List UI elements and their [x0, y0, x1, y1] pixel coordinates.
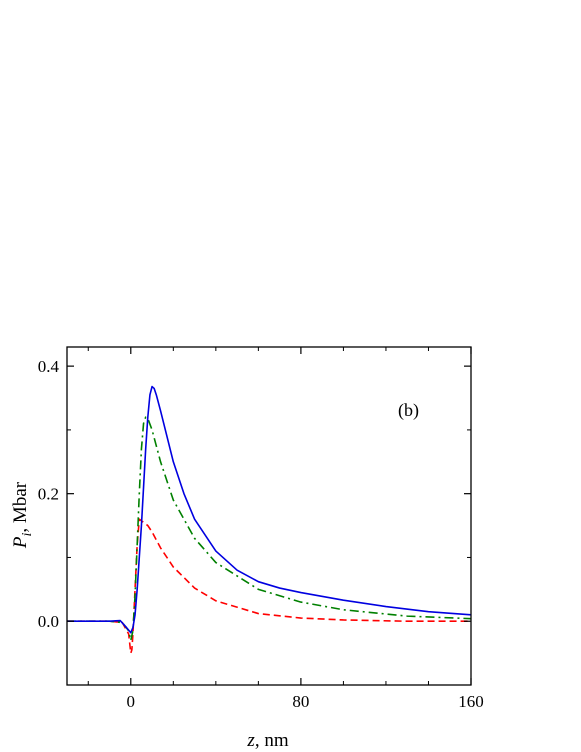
x-axis-var: z [246, 730, 255, 751]
panel-label: (b) [398, 400, 419, 421]
series-layer [67, 385, 472, 654]
y-axis-title: Pi, Mbar [10, 481, 35, 549]
y-axis-sub: i [20, 532, 35, 536]
x-axis-title: z, nm [246, 730, 288, 751]
x-tick-label: 0 [127, 692, 136, 711]
series-line-0 [67, 518, 471, 654]
y-tick-label: 0.0 [38, 612, 59, 631]
y-axis-unit: , Mbar [10, 481, 31, 532]
y-tick-label: 0.4 [38, 357, 60, 376]
series-line-2 [67, 385, 472, 634]
tick-layer: 0 80 160 0.0 0.2 0.4 [38, 347, 484, 711]
x-axis-unit: , nm [255, 730, 289, 751]
series-line-1 [67, 416, 472, 642]
y-tick-label: 0.2 [38, 485, 59, 504]
x-tick-label: 80 [292, 692, 309, 711]
plot-frame [66, 346, 472, 686]
x-tick-label: 160 [458, 692, 484, 711]
y-axis-var: P [10, 536, 31, 549]
